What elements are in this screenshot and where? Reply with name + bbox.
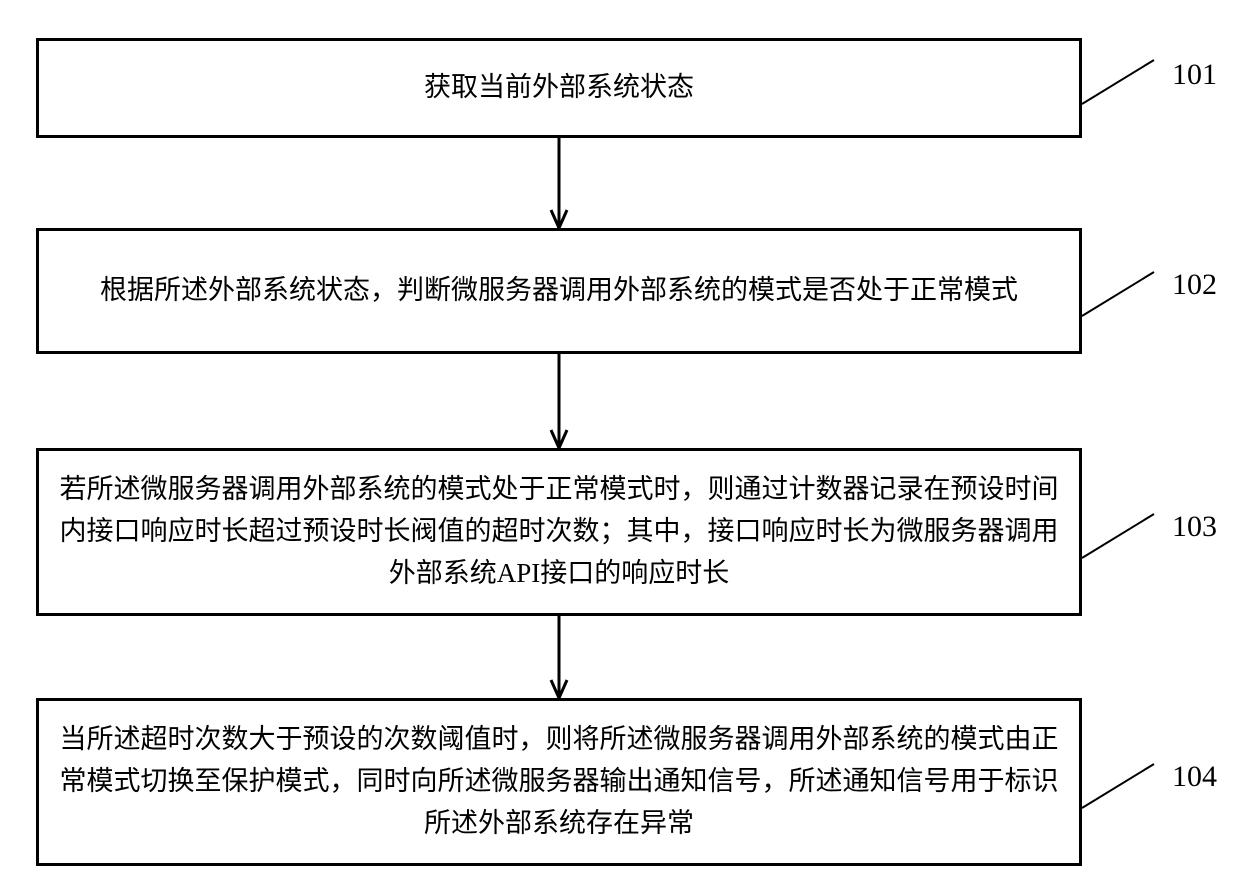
flow-step-text: 获取当前外部系统状态 [424,67,694,109]
leader-line [1082,764,1156,810]
flow-step-n3: 若所述微服务器调用外部系统的模式处于正常模式时，则通过计数器记录在预设时间内接口… [36,448,1082,616]
step-number-label: 101 [1172,58,1217,92]
step-number-label: 103 [1172,510,1217,544]
flow-arrow [539,354,579,450]
leader-line [1082,60,1156,106]
flow-step-text: 当所述超时次数大于预设的次数阈值时，则将所述微服务器调用外部系统的模式由正常模式… [57,719,1061,845]
flow-arrow [539,616,579,700]
flow-step-n1: 获取当前外部系统状态 [36,38,1082,138]
flowchart-canvas: 获取当前外部系统状态 101 根据所述外部系统状态，判断微服务器调用外部系统的模式是… [0,0,1240,889]
flow-step-n2: 根据所述外部系统状态，判断微服务器调用外部系统的模式是否处于正常模式 [36,228,1082,354]
flow-step-n4: 当所述超时次数大于预设的次数阈值时，则将所述微服务器调用外部系统的模式由正常模式… [36,698,1082,866]
flow-arrow [539,138,579,230]
step-number-label: 102 [1172,268,1217,302]
step-number-label: 104 [1172,760,1217,794]
leader-line [1082,272,1156,318]
flow-step-text: 若所述微服务器调用外部系统的模式处于正常模式时，则通过计数器记录在预设时间内接口… [57,469,1061,595]
leader-line [1082,514,1156,560]
flow-step-text: 根据所述外部系统状态，判断微服务器调用外部系统的模式是否处于正常模式 [100,270,1018,312]
